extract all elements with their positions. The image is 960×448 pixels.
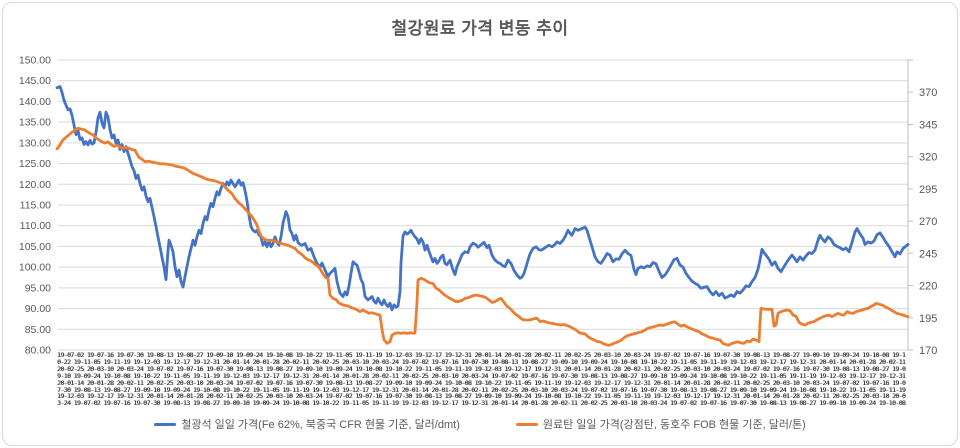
legend-label-iron-ore: 철광석 일일 가격(Fe 62%, 북중국 CFR 현물 기준, 달러/dmt) <box>181 419 460 431</box>
left-axis-tick-label: 145.00 <box>19 75 51 87</box>
legend-label-coking-coal: 원료탄 일일 가격(강점탄, 동호주 FOB 현물 기준, 달러/톤) <box>542 419 806 431</box>
right-axis-tick-label: 270 <box>919 216 937 228</box>
right-axis-tick-label: 370 <box>919 87 937 99</box>
left-axis-tick-label: 105.00 <box>19 241 51 253</box>
coking-coal-series-line <box>55 126 910 347</box>
left-axis-tick-label: 125.00 <box>19 158 51 170</box>
right-axis-tick-label: 220 <box>919 281 937 293</box>
left-axis-tick-label: 90.00 <box>25 303 51 315</box>
right-axis-tick-label: 295 <box>919 184 937 196</box>
chart-title: 철강원료 가격 변동 추이 <box>391 19 569 38</box>
left-axis-tick-label: 140.00 <box>19 96 51 108</box>
x-axis-label-band: 19-07-02 19-07-16 19-07-30 19-08-13 19-0… <box>57 352 906 407</box>
legend: 철광석 일일 가격(Fe 62%, 북중국 CFR 현물 기준, 달러/dmt)… <box>0 416 960 432</box>
coking-coal-line-swatch <box>515 422 538 426</box>
left-axis-tick-label: 110.00 <box>20 220 51 232</box>
right-axis-tick-label: 320 <box>919 152 937 164</box>
left-axis-tick-label: 95.00 <box>25 282 51 294</box>
right-axis-tick-label: 345 <box>919 119 937 131</box>
left-axis-tick-label: 100.00 <box>19 262 51 274</box>
left-axis-tick-label: 80.00 <box>25 345 51 357</box>
left-axis-tick-label: 115.00 <box>20 200 51 212</box>
iron-ore-series-line <box>55 85 910 312</box>
left-axis-tick-label: 130.00 <box>19 137 51 149</box>
left-axis-tick-label: 150.00 <box>19 55 51 67</box>
right-axis-tick-label: 170 <box>919 345 937 357</box>
legend-item-coking-coal: 원료탄 일일 가격(강점탄, 동호주 FOB 현물 기준, 달러/톤) <box>515 416 806 432</box>
right-axis-tick-label: 245 <box>919 248 937 260</box>
left-axis-tick-label: 85.00 <box>25 324 51 336</box>
legend-item-iron-ore: 철광석 일일 가격(Fe 62%, 북중국 CFR 현물 기준, 달러/dmt) <box>154 416 460 432</box>
left-axis-tick-label: 120.00 <box>19 179 51 191</box>
left-axis-tick-label: 135.00 <box>19 117 51 129</box>
iron-ore-line-swatch <box>154 422 177 426</box>
right-axis-tick-label: 195 <box>919 313 937 325</box>
